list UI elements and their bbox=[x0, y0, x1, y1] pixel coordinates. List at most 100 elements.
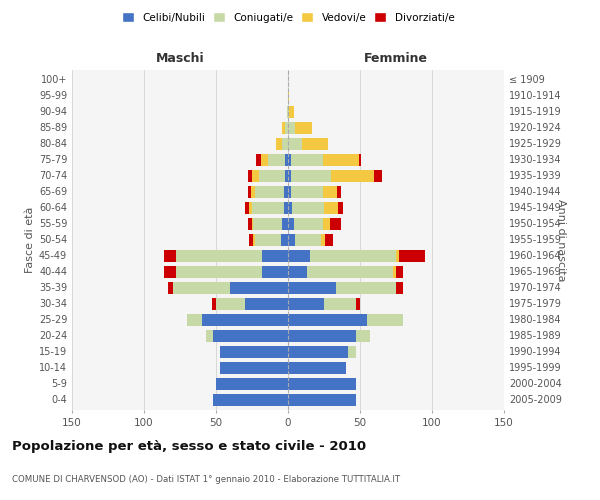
Bar bbox=[288, 138, 302, 150]
Bar bbox=[288, 170, 291, 182]
Bar bbox=[216, 298, 245, 310]
Bar bbox=[359, 154, 361, 166]
Bar bbox=[288, 122, 295, 134]
Bar bbox=[324, 298, 356, 310]
Y-axis label: Anni di nascita: Anni di nascita bbox=[556, 198, 566, 281]
Bar bbox=[310, 250, 396, 262]
Bar bbox=[259, 170, 285, 182]
Bar bbox=[288, 186, 291, 198]
Bar bbox=[396, 282, 403, 294]
Bar bbox=[288, 362, 346, 374]
Bar bbox=[374, 170, 382, 182]
Bar bbox=[294, 218, 323, 230]
Bar bbox=[399, 250, 425, 262]
Bar bbox=[249, 202, 252, 214]
Bar bbox=[255, 186, 284, 198]
Bar bbox=[291, 170, 331, 182]
Bar bbox=[260, 154, 268, 166]
Bar bbox=[220, 362, 288, 374]
Bar bbox=[248, 218, 252, 230]
Bar bbox=[220, 346, 288, 358]
Bar bbox=[245, 202, 249, 214]
Bar bbox=[282, 218, 288, 230]
Bar bbox=[288, 314, 367, 326]
Bar bbox=[323, 218, 330, 230]
Bar bbox=[282, 138, 288, 150]
Bar bbox=[252, 202, 284, 214]
Legend: Celibi/Nubili, Coniugati/e, Vedovi/e, Divorziati/e: Celibi/Nubili, Coniugati/e, Vedovi/e, Di… bbox=[119, 10, 457, 24]
Bar bbox=[321, 234, 325, 246]
Bar bbox=[230, 282, 288, 294]
Bar bbox=[206, 330, 213, 342]
Bar bbox=[176, 266, 262, 278]
Bar bbox=[288, 282, 335, 294]
Bar bbox=[338, 202, 343, 214]
Bar bbox=[288, 346, 349, 358]
Text: Maschi: Maschi bbox=[155, 52, 205, 65]
Bar bbox=[262, 250, 288, 262]
Bar bbox=[212, 298, 216, 310]
Bar bbox=[251, 186, 255, 198]
Bar bbox=[268, 154, 285, 166]
Bar bbox=[285, 154, 288, 166]
Bar bbox=[288, 234, 295, 246]
Bar bbox=[213, 330, 288, 342]
Bar bbox=[252, 170, 259, 182]
Bar bbox=[284, 202, 288, 214]
Bar bbox=[252, 218, 253, 230]
Bar bbox=[323, 186, 337, 198]
Bar bbox=[288, 154, 291, 166]
Bar bbox=[288, 250, 310, 262]
Text: Popolazione per età, sesso e stato civile - 2010: Popolazione per età, sesso e stato civil… bbox=[12, 440, 366, 453]
Bar bbox=[307, 266, 393, 278]
Bar bbox=[253, 234, 255, 246]
Bar bbox=[284, 186, 288, 198]
Bar bbox=[288, 266, 307, 278]
Bar bbox=[330, 218, 341, 230]
Bar bbox=[173, 282, 230, 294]
Bar bbox=[302, 138, 328, 150]
Bar bbox=[288, 106, 289, 118]
Bar bbox=[248, 170, 252, 182]
Bar bbox=[176, 250, 262, 262]
Bar bbox=[256, 154, 260, 166]
Bar bbox=[325, 234, 332, 246]
Bar bbox=[288, 378, 356, 390]
Bar bbox=[288, 90, 289, 102]
Bar bbox=[282, 122, 285, 134]
Bar bbox=[288, 330, 356, 342]
Bar bbox=[288, 218, 294, 230]
Bar bbox=[337, 186, 341, 198]
Bar bbox=[213, 394, 288, 406]
Bar bbox=[356, 330, 370, 342]
Bar bbox=[187, 314, 202, 326]
Bar bbox=[288, 202, 292, 214]
Bar bbox=[164, 250, 176, 262]
Bar bbox=[164, 266, 176, 278]
Bar bbox=[216, 378, 288, 390]
Bar bbox=[295, 122, 313, 134]
Bar bbox=[285, 122, 288, 134]
Bar bbox=[289, 106, 294, 118]
Bar bbox=[349, 346, 356, 358]
Bar bbox=[202, 314, 288, 326]
Text: Femmine: Femmine bbox=[364, 52, 428, 65]
Bar bbox=[262, 266, 288, 278]
Bar bbox=[331, 170, 374, 182]
Bar bbox=[288, 394, 356, 406]
Bar bbox=[324, 202, 338, 214]
Bar bbox=[169, 282, 173, 294]
Y-axis label: Fasce di età: Fasce di età bbox=[25, 207, 35, 273]
Bar bbox=[255, 234, 281, 246]
Bar bbox=[396, 250, 399, 262]
Bar bbox=[245, 298, 288, 310]
Bar bbox=[288, 298, 324, 310]
Bar bbox=[291, 154, 323, 166]
Bar bbox=[277, 138, 282, 150]
Bar bbox=[281, 234, 288, 246]
Bar bbox=[295, 234, 321, 246]
Bar bbox=[292, 202, 324, 214]
Bar bbox=[249, 234, 253, 246]
Bar bbox=[291, 186, 323, 198]
Bar bbox=[335, 282, 396, 294]
